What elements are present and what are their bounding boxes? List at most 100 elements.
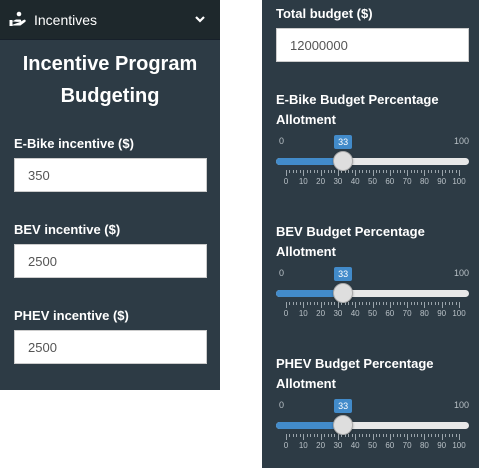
- slider-tick: [369, 434, 371, 437]
- slider-tick: [299, 302, 301, 305]
- slider-tick: [327, 302, 329, 305]
- slider-tick: [382, 302, 384, 305]
- slider-tick-label: 40: [350, 441, 360, 450]
- slider-tick: [452, 434, 454, 437]
- slider-tick-label: 80: [419, 309, 429, 318]
- slider-tick: [448, 170, 450, 173]
- slider-tick: [365, 434, 367, 437]
- slider-tick: [417, 302, 419, 305]
- slider-tick: [438, 302, 440, 305]
- slider-tick: [351, 302, 353, 305]
- slider-tick: [313, 170, 315, 173]
- slider-tick-label: 20: [316, 177, 326, 186]
- slider-tick: [369, 170, 371, 173]
- chevron-down-icon[interactable]: [194, 12, 206, 26]
- phev-incentive-input[interactable]: [14, 330, 207, 364]
- slider-tick: [400, 302, 402, 305]
- slider-tick-label: 30: [333, 441, 343, 450]
- slider-tick-label: 60: [385, 309, 395, 318]
- slider-tick: [303, 434, 305, 440]
- bev-incentive-input[interactable]: [14, 244, 207, 278]
- phev-percentage-slider[interactable]: 0 100 33 0 10 20 30 40 50 60 70 80 90 100: [276, 399, 469, 460]
- slider-tick: [386, 434, 388, 437]
- slider-tick: [375, 434, 377, 437]
- slider-tick: [303, 170, 305, 176]
- slider-tick: [348, 170, 350, 173]
- slider-tick: [289, 434, 291, 437]
- slider-track[interactable]: [276, 422, 469, 429]
- slider-tick: [310, 434, 312, 437]
- slider-tick: [438, 434, 440, 437]
- slider-track[interactable]: [276, 290, 469, 297]
- slider-tick: [289, 170, 291, 173]
- phev-percentage-label-line2: Allotment: [276, 376, 336, 391]
- slider-tick-label: 40: [350, 177, 360, 186]
- slider-tick: [434, 434, 436, 437]
- slider-tick: [445, 302, 447, 305]
- slider-handle[interactable]: [333, 415, 354, 435]
- slider-tick: [365, 302, 367, 305]
- slider-tick: [313, 302, 315, 305]
- slider-fill: [276, 158, 344, 165]
- slider-tick: [389, 170, 391, 176]
- slider-tick: [455, 302, 457, 305]
- slider-handle[interactable]: [333, 283, 354, 303]
- slider-max-label: 100: [453, 268, 469, 278]
- slider-handle[interactable]: [333, 151, 354, 171]
- phev-percentage-label-line1: PHEV Budget Percentage: [276, 356, 434, 371]
- slider-tick: [400, 434, 402, 437]
- slider-tick-label: 20: [316, 441, 326, 450]
- slider-tick-label: 0: [283, 177, 289, 186]
- slider-tick-labels: 0 10 20 30 40 50 60 70 80 90 100: [276, 441, 469, 453]
- slider-tick-label: 10: [298, 441, 308, 450]
- slider-value-badge: 33: [334, 399, 353, 413]
- slider-tick: [438, 170, 440, 173]
- slider-tick: [369, 302, 371, 305]
- bev-percentage-label-line2: Allotment: [276, 244, 336, 259]
- slider-tick: [292, 434, 294, 437]
- incentives-menu-toggle[interactable]: Incentives: [0, 0, 220, 40]
- slider-tick-label: 10: [298, 177, 308, 186]
- slider-tick-label: 60: [385, 177, 395, 186]
- slider-tick: [337, 170, 339, 176]
- slider-tick: [407, 434, 409, 440]
- slider-tick: [310, 170, 312, 173]
- slider-tick: [341, 434, 343, 437]
- slider-tick: [386, 170, 388, 173]
- slider-tick: [424, 434, 426, 440]
- slider-tick: [414, 170, 416, 173]
- slider-tick: [427, 170, 429, 173]
- slider-tick: [317, 434, 319, 437]
- slider-tick: [292, 302, 294, 305]
- total-budget-input[interactable]: [276, 28, 469, 62]
- slider-min-label: 0: [279, 400, 285, 410]
- slider-tick: [410, 434, 412, 437]
- slider-track[interactable]: [276, 158, 469, 165]
- slider-tick: [327, 170, 329, 173]
- slider-tick: [372, 302, 374, 308]
- slider-tick-label: 70: [402, 309, 412, 318]
- slider-tick: [362, 170, 364, 173]
- slider-tick: [358, 170, 360, 173]
- slider-tick-label: 0: [283, 309, 289, 318]
- ebike-incentive-input[interactable]: [14, 158, 207, 192]
- slider-tick-labels: 0 10 20 30 40 50 60 70 80 90 100: [276, 177, 469, 189]
- menu-label: Incentives: [34, 12, 98, 28]
- slider-tick: [372, 170, 374, 176]
- slider-tick: [327, 434, 329, 437]
- slider-tick: [452, 302, 454, 305]
- slider-tick-label: 80: [419, 177, 429, 186]
- slider-tick: [445, 434, 447, 437]
- slider-tick: [410, 302, 412, 305]
- ebike-percentage-label-line1: E-Bike Budget Percentage: [276, 92, 439, 107]
- slider-tick: [382, 434, 384, 437]
- slider-tick: [296, 170, 298, 173]
- slider-tick: [379, 434, 381, 437]
- slider-tick: [355, 434, 357, 440]
- ebike-percentage-slider[interactable]: 0 100 33 0 10 20 30 40 50 60 70 80 90 100: [276, 135, 469, 196]
- bev-percentage-slider[interactable]: 0 100 33 0 10 20 30 40 50 60 70 80 90 100: [276, 267, 469, 328]
- slider-tick: [365, 170, 367, 173]
- slider-tick: [417, 434, 419, 437]
- slider-tick: [330, 434, 332, 437]
- slider-value-badge: 33: [334, 135, 353, 149]
